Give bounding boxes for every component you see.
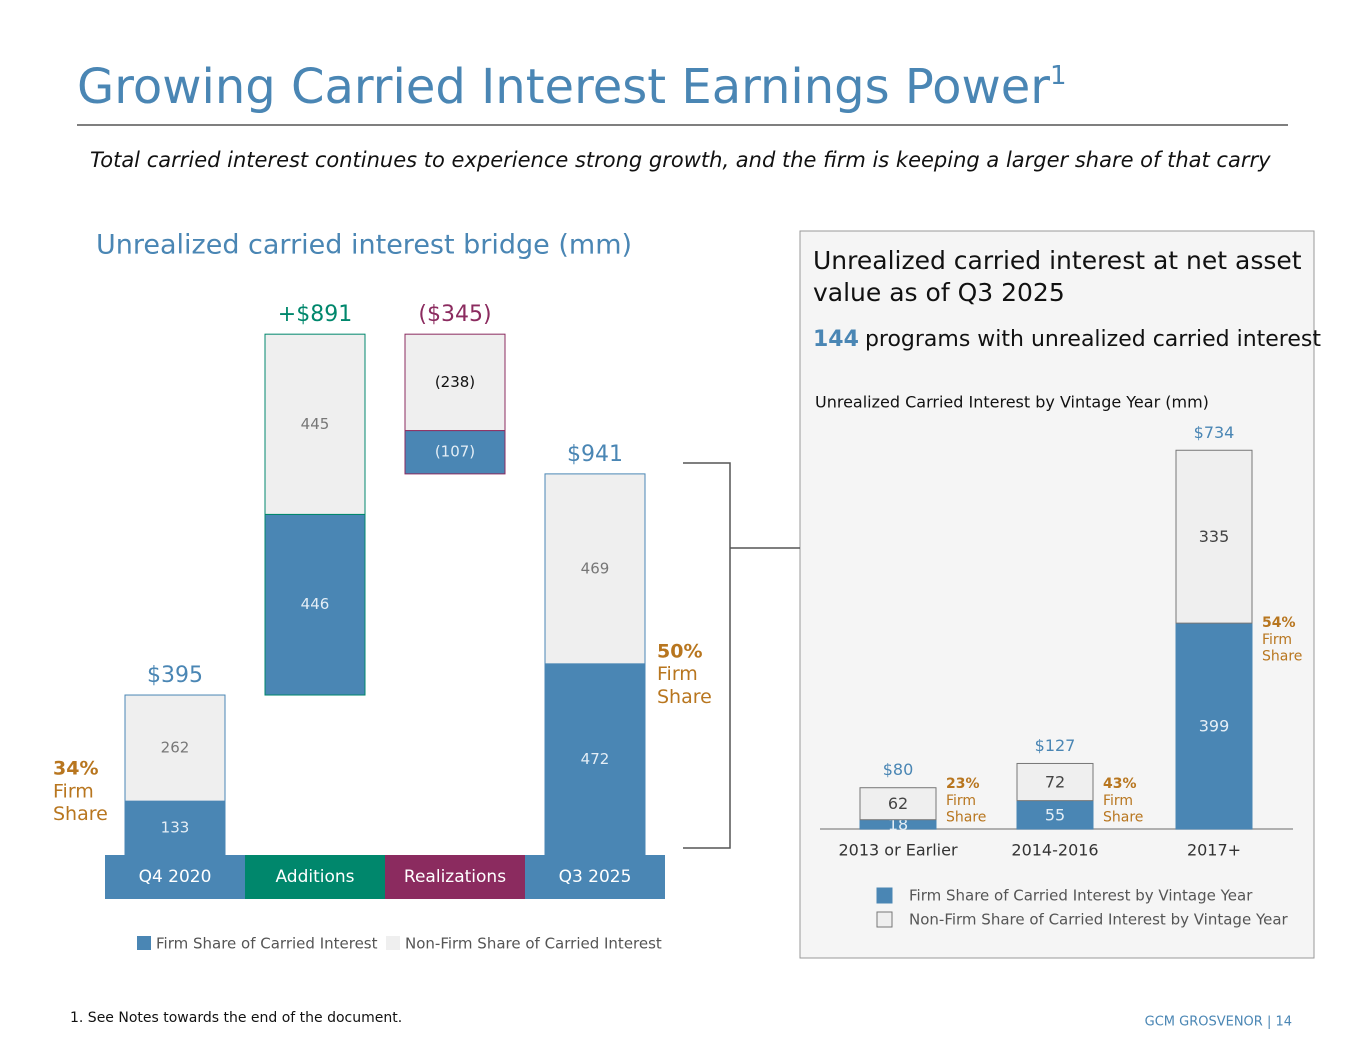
total-label: $941 [567,442,623,467]
category-band [105,855,245,899]
total-label: $80 [883,760,914,779]
bar-segment [404,333,506,432]
segment-label: 446 [301,595,330,613]
panel-title: Unrealized carried interest at net asset [813,246,1302,275]
firm-share-pct: 50% [657,640,702,662]
segment-label: 472 [581,750,610,768]
title-sup: 1 [1050,61,1067,91]
bar-segment [1016,762,1094,802]
total-label: ($345) [418,302,491,327]
legend-swatch [137,936,151,950]
chart-title: Unrealized carried interest bridge (mm) [96,230,632,261]
legend-label: Firm Share of Carried Interest [156,935,378,953]
x-tick-label: Q3 2025 [559,867,632,887]
count-number: 144 [813,327,859,352]
x-tick-label: Realizations [404,867,506,887]
firm-share-text: Firm [1262,632,1292,648]
bar-segment [544,473,646,665]
category-band [385,855,525,899]
legend-swatch [876,887,893,904]
bar-segment [859,787,937,821]
x-tick-label: 2017+ [1187,841,1241,860]
bracket [683,462,731,849]
firm-share-text: Firm [1103,793,1133,809]
slide-title: Growing Carried Interest Earnings Power1 [77,59,1067,115]
bar-segment [1175,622,1253,830]
total-label: +$891 [278,302,352,327]
firm-share-text: Share [1103,810,1143,826]
x-tick-label: Q4 2020 [139,867,212,887]
firm-share-text: Share [53,803,108,825]
category-band [525,855,665,899]
segment-label: (238) [435,373,475,391]
firm-share-pct: 34% [53,758,98,780]
x-tick-label: Additions [275,867,354,887]
firm-share-pct: 54% [1262,615,1296,631]
bar-segment [264,333,366,515]
firm-share-text: Share [657,686,712,708]
bar-segment [404,430,506,475]
bar-segment [1175,449,1253,624]
segment-label: 445 [301,415,330,433]
panel-count: 144 programs with unrealized carried inte… [813,327,1321,352]
total-label: $734 [1194,423,1235,442]
bar-segment [544,663,646,856]
total-label: $395 [147,663,203,688]
segment-label: (107) [435,443,475,461]
bar-segment [124,694,226,802]
firm-share-text: Share [946,810,986,826]
subtitle: Total carried interest continues to expe… [90,148,1271,172]
x-tick-label: 2014-2016 [1011,841,1098,860]
segment-label: 55 [1045,805,1065,824]
bar-segment [1016,800,1094,830]
x-tick-label: 2013 or Earlier [838,841,957,860]
footnote: 1. See Notes towards the end of the docu… [70,1010,402,1026]
brand: GCM GROSVENOR | 14 [1145,1015,1292,1030]
segment-label: 399 [1199,717,1230,736]
firm-share-text: Share [1262,649,1302,665]
legend-label: Non-Firm Share of Carried Interest by Vi… [909,911,1289,929]
segment-label: 469 [581,559,610,577]
legend-swatch [386,936,400,950]
firm-share-text: Firm [946,793,976,809]
segment-label: 335 [1199,527,1230,546]
legend-label: Non-Firm Share of Carried Interest [405,935,662,953]
segment-label: 262 [161,739,190,757]
title-text: Growing Carried Interest Earnings Power [77,59,1050,115]
segment-label: 72 [1045,773,1065,792]
legend-swatch [876,911,893,928]
category-band [245,855,385,899]
legend-label: Firm Share of Carried Interest by Vintag… [909,887,1253,905]
segment-label: 62 [888,794,908,813]
firm-share-pct: 23% [946,776,980,792]
segment-label: 133 [161,819,190,837]
firm-share-text: Firm [657,663,698,685]
panel-title: value as of Q3 2025 [813,278,1065,307]
total-label: $127 [1035,736,1076,755]
count-text: programs with unrealized carried interes… [865,327,1321,352]
chart-title: Unrealized Carried Interest by Vintage Y… [815,393,1209,412]
firm-share-pct: 43% [1103,776,1137,792]
firm-share-text: Firm [53,780,94,802]
